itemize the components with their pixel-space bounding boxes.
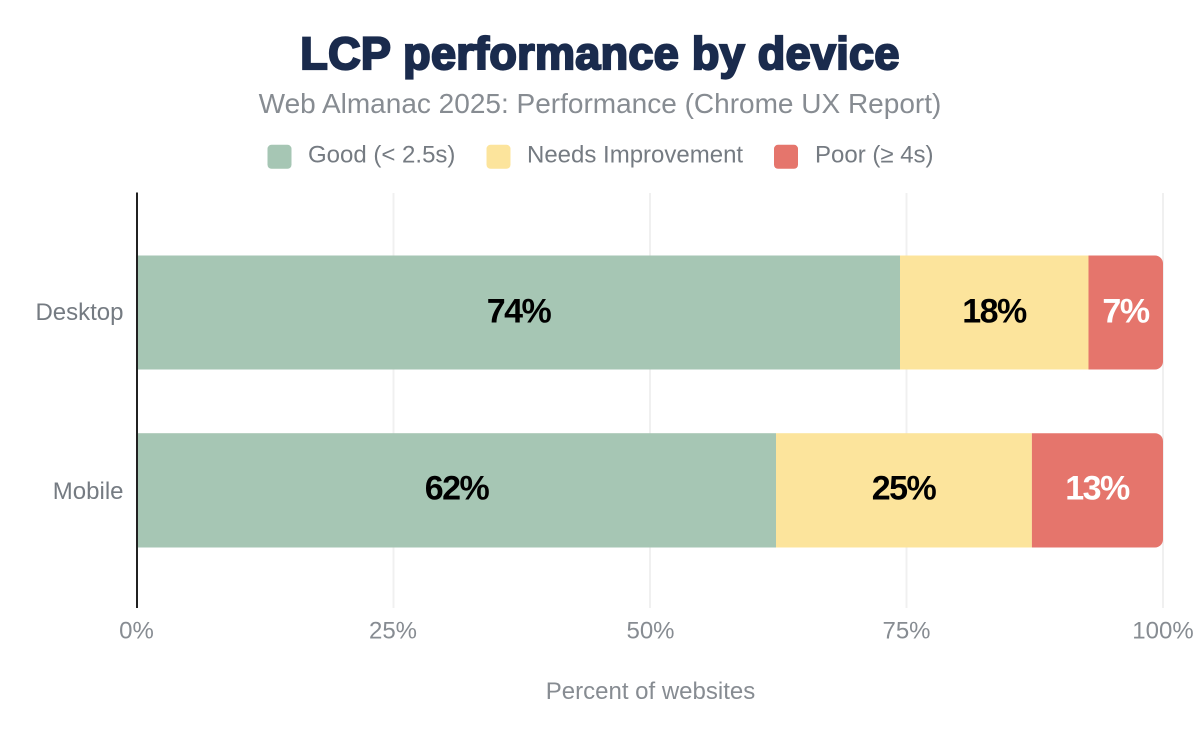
- svg-text:LCP performance by device: LCP performance by device: [300, 28, 899, 79]
- svg-text:74%: 74%: [487, 293, 552, 331]
- svg-text:Needs Improvement: Needs Improvement: [527, 142, 743, 169]
- svg-text:Percent of websites: Percent of websites: [546, 678, 755, 705]
- svg-text:Good (< 2.5s): Good (< 2.5s): [308, 142, 455, 169]
- svg-text:13%: 13%: [1065, 470, 1130, 508]
- svg-text:50%: 50%: [626, 618, 674, 645]
- svg-text:Poor (≥ 4s): Poor (≥ 4s): [815, 142, 934, 169]
- svg-text:75%: 75%: [882, 618, 930, 645]
- svg-text:7%: 7%: [1102, 293, 1149, 331]
- svg-text:Desktop: Desktop: [35, 299, 123, 326]
- svg-text:62%: 62%: [425, 470, 490, 508]
- svg-text:25%: 25%: [872, 470, 937, 508]
- svg-text:Mobile: Mobile: [53, 478, 124, 505]
- svg-text:18%: 18%: [962, 293, 1027, 331]
- svg-text:25%: 25%: [369, 618, 417, 645]
- svg-text:0%: 0%: [119, 618, 154, 645]
- svg-text:Web Almanac 2025: Performance: Web Almanac 2025: Performance (Chrome UX…: [259, 88, 942, 119]
- svg-text:100%: 100%: [1132, 618, 1193, 645]
